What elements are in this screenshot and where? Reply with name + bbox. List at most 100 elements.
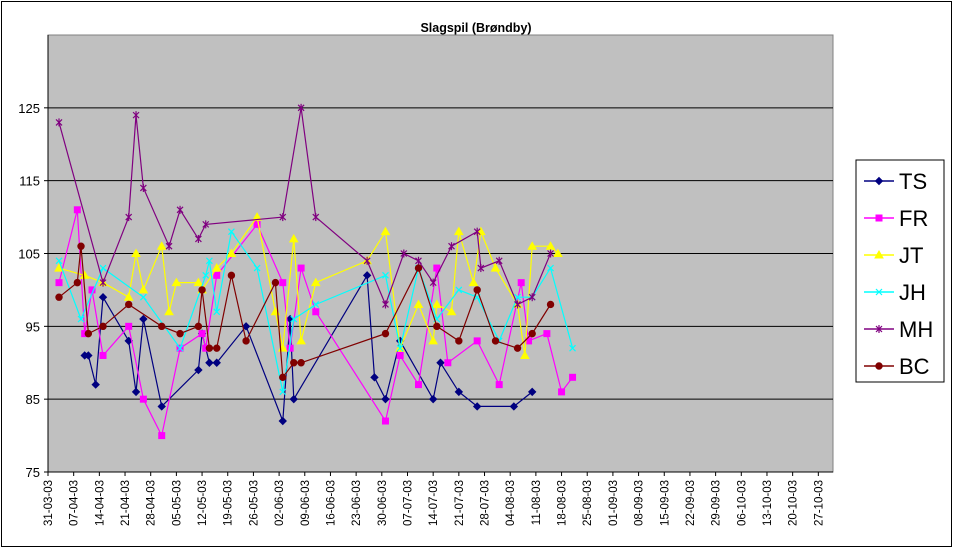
data-point bbox=[558, 388, 566, 396]
data-point bbox=[875, 288, 883, 296]
data-point bbox=[545, 241, 556, 250]
legend-box bbox=[855, 159, 945, 383]
data-point bbox=[242, 337, 250, 345]
data-point bbox=[297, 359, 305, 367]
data-point bbox=[433, 264, 441, 272]
data-point bbox=[874, 176, 884, 186]
y-tick-label: 95 bbox=[26, 319, 40, 334]
data-point bbox=[380, 226, 391, 236]
data-point bbox=[473, 286, 481, 294]
data-point bbox=[875, 325, 883, 333]
series-bc bbox=[55, 242, 555, 382]
x-tick-label: 31-03-03 bbox=[43, 480, 55, 526]
data-point bbox=[84, 351, 93, 360]
data-point bbox=[362, 271, 372, 280]
data-point bbox=[546, 300, 555, 309]
data-point bbox=[158, 432, 166, 440]
x-tick-label: 21-04-03 bbox=[120, 480, 132, 526]
data-point bbox=[131, 248, 141, 257]
data-point bbox=[396, 351, 404, 359]
data-point bbox=[99, 322, 107, 331]
data-point bbox=[547, 249, 554, 258]
x-tick-label: 29-09-03 bbox=[711, 480, 723, 526]
data-point bbox=[875, 214, 883, 222]
data-point bbox=[296, 335, 306, 345]
data-point bbox=[288, 233, 299, 243]
data-point bbox=[874, 249, 884, 259]
series-fr bbox=[55, 206, 577, 440]
data-point bbox=[55, 279, 63, 287]
data-point bbox=[513, 344, 522, 352]
data-point bbox=[491, 337, 500, 345]
x-tick-label: 06-10-03 bbox=[736, 480, 748, 526]
series-line bbox=[58, 107, 552, 307]
data-point bbox=[213, 271, 221, 279]
data-point bbox=[517, 279, 525, 287]
data-point bbox=[370, 373, 379, 382]
x-tick-label: 25-08-03 bbox=[582, 480, 594, 526]
data-point bbox=[528, 329, 536, 338]
data-point bbox=[455, 286, 463, 294]
data-point bbox=[55, 118, 63, 127]
data-point bbox=[213, 344, 221, 352]
data-point bbox=[131, 387, 141, 397]
data-point bbox=[99, 264, 107, 272]
data-point bbox=[164, 306, 174, 316]
data-point bbox=[289, 394, 298, 404]
series-line bbox=[58, 230, 574, 393]
data-point bbox=[205, 344, 214, 352]
data-point bbox=[202, 220, 210, 229]
data-point bbox=[194, 365, 203, 375]
x-tick-label: 05-05-03 bbox=[171, 480, 183, 526]
x-tick-label: 01-09-03 bbox=[608, 480, 620, 526]
x-tick-label: 22-09-03 bbox=[685, 480, 697, 526]
data-point bbox=[875, 362, 883, 370]
data-point bbox=[171, 277, 182, 287]
data-point bbox=[290, 359, 298, 367]
data-point bbox=[176, 329, 184, 338]
data-point bbox=[527, 387, 537, 397]
data-point bbox=[77, 242, 85, 250]
data-point bbox=[139, 183, 147, 192]
data-point bbox=[381, 394, 390, 404]
data-point bbox=[227, 228, 235, 236]
data-point bbox=[453, 226, 464, 236]
data-point bbox=[414, 381, 422, 389]
data-point bbox=[123, 292, 134, 301]
data-point bbox=[77, 315, 85, 323]
data-point bbox=[211, 263, 222, 272]
data-point bbox=[139, 314, 148, 324]
data-point bbox=[414, 264, 423, 272]
data-point bbox=[176, 344, 184, 352]
y-tick-label: 105 bbox=[18, 247, 40, 262]
data-point bbox=[381, 329, 390, 338]
x-tick-label: 26-05-03 bbox=[248, 480, 260, 526]
data-point bbox=[98, 292, 108, 302]
data-point bbox=[279, 373, 287, 382]
data-point bbox=[84, 329, 93, 338]
data-point bbox=[55, 257, 63, 265]
x-tick-label: 14-07-03 bbox=[428, 480, 440, 526]
y-tick-label: 85 bbox=[26, 392, 40, 407]
x-tick-label: 13-10-03 bbox=[762, 480, 774, 526]
data-point bbox=[363, 256, 371, 265]
data-point bbox=[543, 330, 551, 338]
legend-label: FR bbox=[899, 206, 928, 231]
x-tick-label: 09-06-03 bbox=[300, 480, 312, 526]
data-point bbox=[198, 286, 206, 294]
data-point bbox=[194, 322, 203, 331]
x-tick-label: 18-08-03 bbox=[557, 480, 569, 526]
data-point bbox=[495, 381, 503, 389]
data-point bbox=[205, 358, 214, 367]
data-point bbox=[382, 300, 389, 309]
data-point bbox=[429, 278, 437, 287]
legend-item-ts: TS bbox=[864, 169, 927, 194]
data-point bbox=[125, 322, 133, 330]
data-point bbox=[382, 271, 389, 279]
chart-title: Slagspil (Brøndby) bbox=[420, 21, 531, 35]
series-line bbox=[84, 273, 533, 422]
data-point bbox=[527, 241, 538, 250]
x-tick-label: 04-08-03 bbox=[505, 480, 517, 526]
data-point bbox=[495, 256, 503, 265]
